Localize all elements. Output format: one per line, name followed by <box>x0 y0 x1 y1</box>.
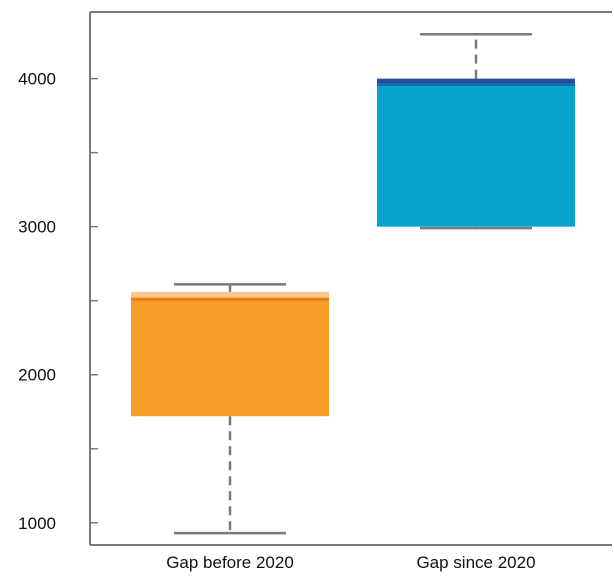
box-upper-segment <box>377 78 575 85</box>
x-category-label: Gap since 2020 <box>416 553 535 572</box>
box-upper-segment <box>131 291 329 300</box>
box-body <box>131 299 329 417</box>
y-tick-label: 1000 <box>18 514 56 533</box>
y-tick-label: 2000 <box>18 366 56 385</box>
boxes-layer <box>131 32 575 535</box>
plot-frame <box>89 11 612 546</box>
box-body <box>377 84 575 227</box>
x-axis: Gap before 2020 Gap since 2020 <box>166 553 535 572</box>
x-category-label: Gap before 2020 <box>166 553 294 572</box>
box-1 <box>131 283 329 535</box>
y-axis: 1000 2000 3000 4000 <box>18 70 98 533</box>
y-tick-label: 3000 <box>18 218 56 237</box>
y-tick-label: 4000 <box>18 70 56 89</box>
box-2 <box>377 32 575 230</box>
